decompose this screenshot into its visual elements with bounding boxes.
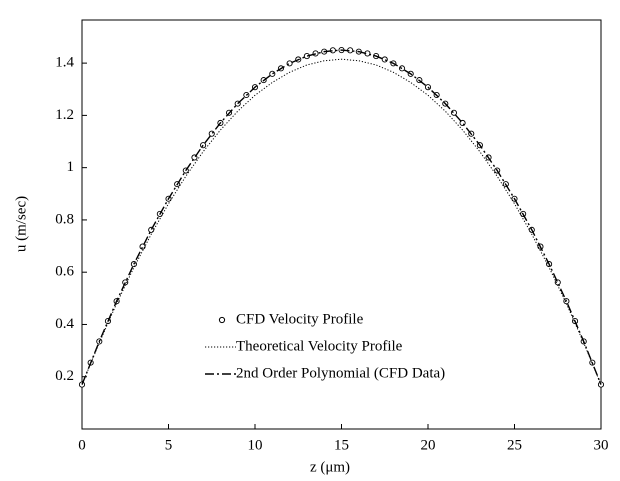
x-tick-label: 5 [165,437,173,453]
y-tick-label: 0.4 [55,316,74,332]
x-tick-label: 0 [78,437,86,453]
y-tick-label: 1.2 [55,107,74,123]
legend-label: 2nd Order Polynomial (CFD Data) [236,365,445,381]
y-tick-label: 1.4 [55,55,74,71]
x-axis-label: z (μm) [310,459,350,475]
y-tick-label: 0.8 [55,211,74,227]
data-point [78,381,86,388]
x-tick-label: 30 [594,437,609,453]
data-point [381,56,388,63]
y-tick-label: 0.6 [55,264,74,280]
legend-label: Theoretical Velocity Profile [236,338,403,354]
data-point [269,70,276,77]
legend-label: CFD Velocity Profile [236,311,364,327]
series-line [81,58,602,385]
data-point [597,381,605,388]
y-axis-label: u (m/sec) [13,196,29,252]
y-tick-label: 1 [67,159,75,175]
x-tick-label: 15 [334,437,349,453]
x-tick-label: 10 [248,437,263,453]
x-tick-label: 25 [507,437,522,453]
legend-marker [218,316,226,324]
series-line [81,49,602,385]
y-tick-label: 0.2 [55,368,74,384]
x-tick-label: 20 [421,437,436,453]
